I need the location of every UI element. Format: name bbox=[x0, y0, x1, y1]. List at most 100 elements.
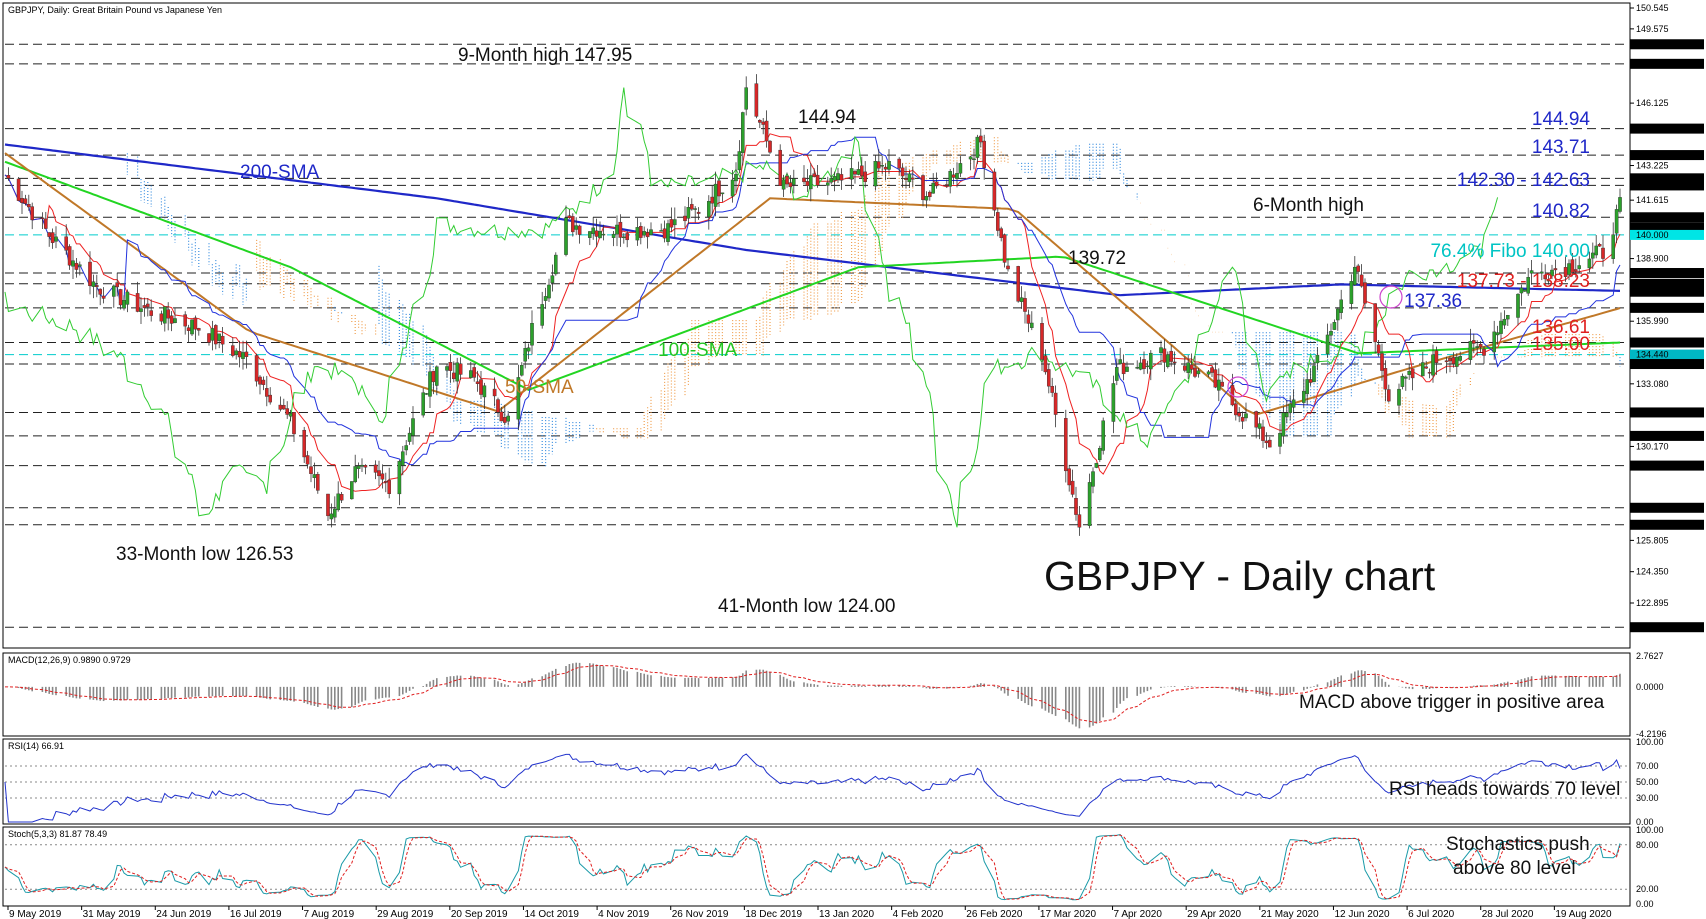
candle-down bbox=[911, 177, 915, 180]
level-label-fibo: 76.4% Fibo 140.00 bbox=[1430, 241, 1590, 262]
candle-down bbox=[1373, 303, 1377, 343]
candle-down bbox=[101, 295, 106, 299]
level-label-137-36: 137.36 bbox=[1404, 291, 1462, 312]
candle-up bbox=[122, 300, 126, 309]
candle-down bbox=[710, 196, 714, 204]
candle-down bbox=[207, 333, 211, 343]
candle-up bbox=[924, 196, 929, 201]
candle-down bbox=[27, 203, 31, 208]
candle-up bbox=[734, 173, 738, 182]
candle-down bbox=[662, 228, 667, 239]
candle-up bbox=[1206, 371, 1211, 375]
candle-down bbox=[1043, 355, 1048, 373]
level-label-136-61: 136.61 bbox=[1532, 317, 1590, 338]
rsi-header: RSI(14) 66.91 bbox=[8, 741, 64, 751]
price-level-badge-label: 138.230 bbox=[1636, 268, 1669, 278]
price-level-badge bbox=[1630, 123, 1704, 134]
candle-down bbox=[452, 372, 456, 380]
candle-up bbox=[404, 445, 409, 451]
candle-down bbox=[754, 83, 759, 117]
candle-down bbox=[1478, 344, 1483, 348]
candle-up bbox=[931, 182, 935, 194]
candle-up bbox=[591, 227, 595, 234]
candle-down bbox=[244, 351, 249, 357]
candle-down bbox=[788, 182, 793, 188]
candle-up bbox=[1097, 448, 1102, 460]
price-level-badge-label: 140.000 bbox=[1636, 230, 1669, 240]
price-level-badge-label: 129.280 bbox=[1636, 461, 1669, 471]
price-tick-label: 146.125 bbox=[1636, 98, 1669, 108]
date-label: 9 May 2019 bbox=[9, 909, 62, 919]
candle-down bbox=[690, 204, 694, 210]
candle-up bbox=[1288, 403, 1292, 414]
price-level-badge-label: 137.360 bbox=[1636, 287, 1669, 297]
candle-up bbox=[333, 508, 337, 518]
price-level-badge bbox=[1630, 519, 1704, 530]
candle-up bbox=[642, 231, 646, 236]
price-level-badge-label: 131.750 bbox=[1636, 407, 1669, 417]
candle-up bbox=[707, 201, 711, 218]
candle-up bbox=[588, 231, 592, 238]
candle-down bbox=[764, 120, 769, 142]
candle-up bbox=[1315, 354, 1320, 364]
level-label-135-00: 135.00 bbox=[1532, 334, 1590, 355]
candle-down bbox=[254, 355, 259, 382]
candle-up bbox=[720, 192, 725, 195]
horizontal-levels bbox=[5, 43, 1628, 628]
price-level-badge bbox=[1630, 39, 1704, 50]
price-pane bbox=[2, 2, 1631, 649]
candle-up bbox=[615, 224, 619, 235]
candle-down bbox=[316, 474, 320, 491]
sma200-label: 200-SMA bbox=[240, 162, 320, 183]
candle-down bbox=[979, 135, 983, 143]
price-level-badge bbox=[1630, 150, 1704, 161]
candle-down bbox=[1240, 417, 1245, 422]
highlight-circle-crossover bbox=[1227, 376, 1249, 398]
candle-down bbox=[1356, 265, 1360, 272]
candle-down bbox=[1434, 350, 1439, 363]
candle-down bbox=[900, 167, 905, 177]
candle-up bbox=[649, 229, 653, 236]
candle-up bbox=[849, 168, 854, 180]
level-label-140-82: 140.82 bbox=[1532, 201, 1590, 222]
candle-down bbox=[877, 161, 881, 169]
candle-up bbox=[1087, 482, 1092, 526]
candle-up bbox=[1019, 297, 1024, 302]
candle-down bbox=[1573, 269, 1578, 272]
candle-up bbox=[1118, 359, 1122, 364]
candle-up bbox=[1332, 322, 1337, 330]
candle-down bbox=[1006, 265, 1010, 270]
candle-up bbox=[730, 179, 735, 197]
candle-down bbox=[30, 206, 35, 221]
date-label: 4 Feb 2020 bbox=[893, 909, 944, 919]
candle-up bbox=[401, 451, 405, 466]
candle-down bbox=[387, 480, 392, 494]
macd-tick-label: 0.0000 bbox=[1636, 682, 1664, 692]
candle-up bbox=[880, 165, 884, 167]
candle-down bbox=[118, 289, 123, 306]
rsi-plot: 100.00 70.00 50.00 30.00 0.00 bbox=[4, 737, 1664, 827]
candle-up bbox=[1278, 432, 1282, 447]
price-level-badge-label: 130.660 bbox=[1636, 431, 1669, 441]
date-axis: 9 May 2019 31 May 2019 24 Jun 2019 16 Jul 2… bbox=[7, 906, 1612, 919]
candle-down bbox=[268, 394, 273, 403]
candle-up bbox=[1407, 370, 1411, 375]
candle-up bbox=[1516, 293, 1520, 318]
rsi-note: RSI heads towards 70 level bbox=[1389, 779, 1620, 800]
candle-up bbox=[336, 493, 341, 511]
candle-up bbox=[550, 275, 555, 284]
stoch-note-line1: Stochastics push bbox=[1446, 834, 1590, 855]
candle-up bbox=[173, 318, 177, 324]
level-label-144-94: 144.94 bbox=[1532, 109, 1591, 130]
candle-up bbox=[1145, 365, 1150, 368]
candle-up bbox=[832, 176, 837, 181]
date-label: 26 Nov 2019 bbox=[672, 909, 729, 919]
candle-down bbox=[88, 261, 92, 287]
date-label: 20 Sep 2019 bbox=[451, 909, 508, 919]
date-label: 12 Jun 2020 bbox=[1334, 909, 1389, 919]
candle-down bbox=[1543, 274, 1547, 280]
level-label-142-30: 142.30 - 142.63 bbox=[1457, 170, 1590, 191]
candle-down bbox=[945, 184, 949, 186]
candle-down bbox=[883, 166, 888, 170]
